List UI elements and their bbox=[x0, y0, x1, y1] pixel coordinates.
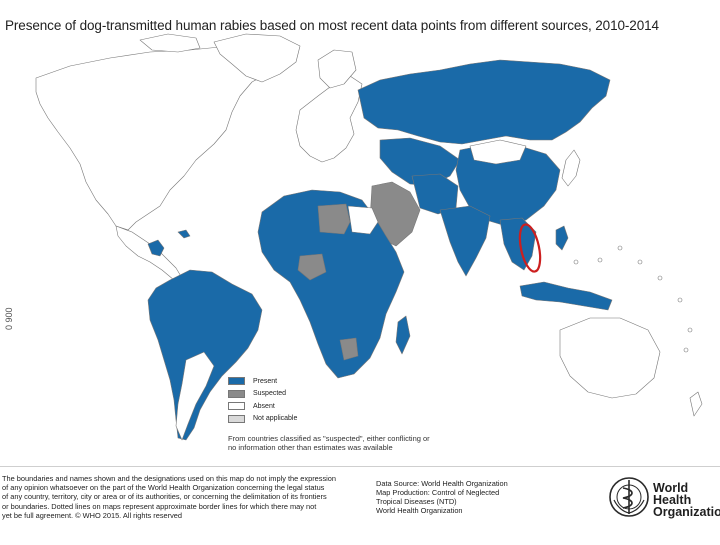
mongolia bbox=[469, 139, 527, 165]
legend-item-absent: Absent bbox=[228, 400, 297, 413]
caribbean-present bbox=[177, 229, 191, 239]
legend-label: Present bbox=[253, 377, 278, 385]
legend-swatch-present bbox=[228, 377, 245, 386]
scale-bar-label: 0 900 bbox=[4, 307, 14, 330]
central-america-present bbox=[147, 239, 165, 257]
greenland bbox=[213, 33, 301, 83]
credits-line: Data Source: World Health Organization bbox=[376, 479, 508, 488]
north-america bbox=[35, 45, 279, 231]
who-wordmark-line: Organization bbox=[653, 505, 720, 519]
scandinavia bbox=[317, 49, 357, 89]
pacific-island bbox=[687, 327, 693, 333]
disclaimer-line: of any opinion whatsoever on the part of… bbox=[2, 483, 325, 493]
pacific-island bbox=[683, 347, 689, 353]
arctic-islands bbox=[139, 33, 201, 53]
pacific-island bbox=[617, 245, 623, 251]
credits-line: Tropical Diseases (NTD) bbox=[376, 497, 457, 506]
legend-item-not-applicable: Not applicable bbox=[228, 413, 297, 426]
legend-note: From countries classified as "suspected"… bbox=[228, 434, 478, 452]
legend-swatch-not-applicable bbox=[228, 414, 245, 423]
disclaimer-line: The boundaries and names shown and the d… bbox=[2, 474, 337, 483]
who-emblem-icon bbox=[608, 476, 650, 523]
africa bbox=[257, 189, 405, 379]
madagascar bbox=[395, 315, 411, 355]
russia bbox=[357, 59, 611, 145]
pacific-island bbox=[573, 259, 579, 265]
credits-line: World Health Organization bbox=[376, 506, 463, 515]
disclaimer-line: yet be full agreement. © WHO 2015. All r… bbox=[2, 510, 183, 520]
central-africa-suspected bbox=[297, 253, 327, 281]
philippines bbox=[555, 225, 569, 251]
disclaimer-line: or boundaries. Dotted lines on maps repr… bbox=[2, 501, 317, 511]
central-america bbox=[115, 225, 183, 281]
disclaimer-line: of any country, territory, city or area … bbox=[2, 492, 327, 502]
who-wordmark-line: World Health bbox=[653, 481, 692, 507]
who-wordmark: World Health Organization bbox=[653, 481, 720, 519]
pacific-island bbox=[657, 275, 663, 281]
highlight-ellipse bbox=[518, 223, 542, 273]
india bbox=[439, 205, 491, 277]
legend-label: Not applicable bbox=[253, 415, 298, 423]
north-africa-absent bbox=[347, 205, 379, 235]
map-credits: Data Source: World Health Organization M… bbox=[376, 479, 526, 515]
japan bbox=[561, 149, 581, 187]
map-legend: Present Suspected Absent Not applicable bbox=[228, 375, 297, 425]
europe bbox=[295, 75, 363, 163]
legend-item-suspected: Suspected bbox=[228, 388, 297, 401]
pacific-island bbox=[677, 297, 683, 303]
legend-label: Suspected bbox=[253, 390, 287, 398]
legend-swatch-absent bbox=[228, 402, 245, 411]
pacific-island bbox=[597, 257, 603, 263]
australia bbox=[559, 317, 661, 399]
north-africa-suspected bbox=[317, 203, 351, 235]
southern-cone bbox=[175, 351, 215, 441]
legend-note-line: From countries classified as "suspected"… bbox=[228, 434, 430, 443]
pacific-island bbox=[637, 259, 643, 265]
new-zealand bbox=[689, 391, 703, 417]
credits-line: Map Production: Control of Neglected bbox=[376, 488, 500, 497]
legend-item-present: Present bbox=[228, 375, 297, 388]
map-disclaimer: The boundaries and names shown and the d… bbox=[2, 474, 352, 520]
legend-label: Absent bbox=[253, 402, 275, 410]
indonesia bbox=[519, 281, 613, 311]
legend-swatch-suspected bbox=[228, 389, 245, 398]
legend-note-line: no information other than estimates was … bbox=[228, 443, 393, 452]
southeast-asia bbox=[499, 217, 537, 271]
southern-africa-suspected bbox=[339, 337, 359, 361]
map-title: Presence of dog-transmitted human rabies… bbox=[5, 18, 659, 33]
footer-divider bbox=[0, 466, 720, 467]
